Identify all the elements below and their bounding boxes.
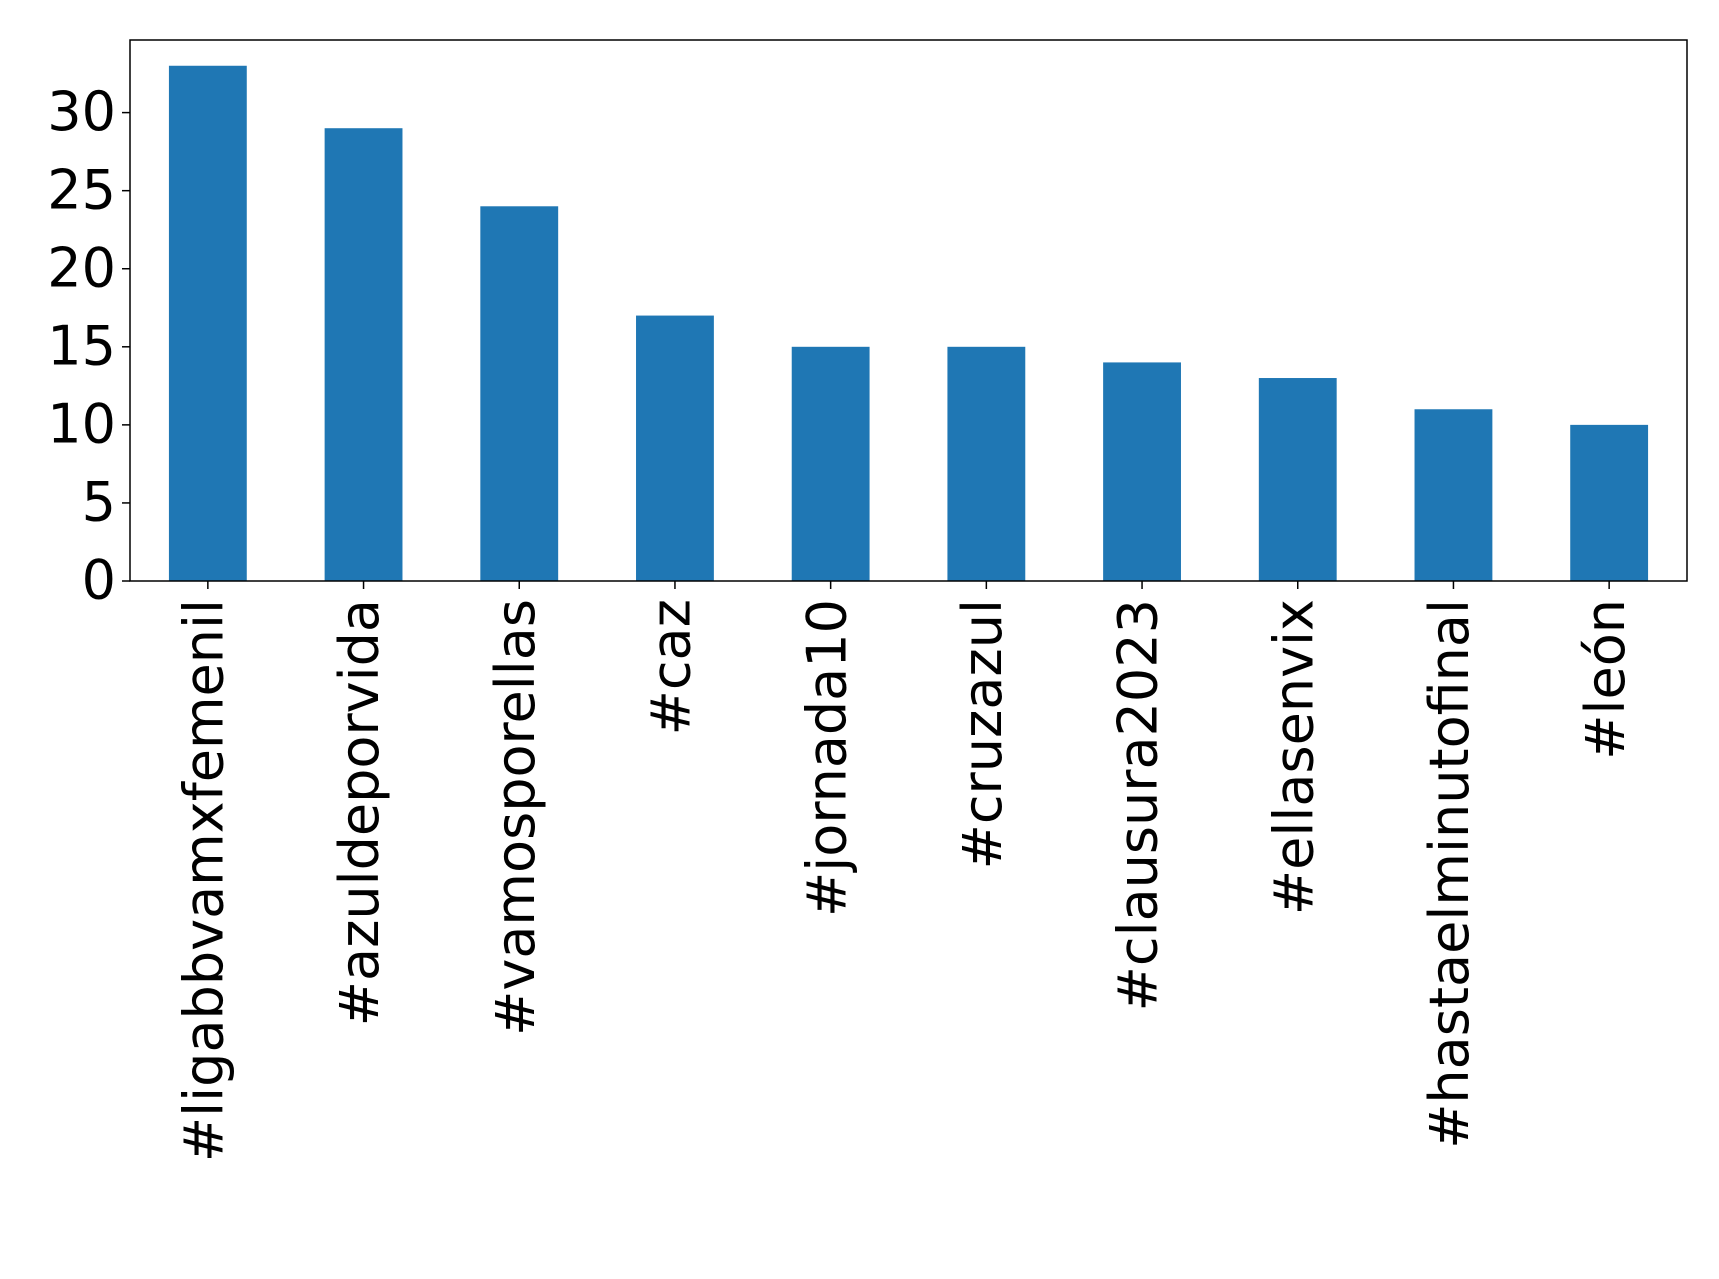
plot-frame <box>129 39 1688 582</box>
bar <box>636 315 714 581</box>
x-tick-label: #caz <box>640 599 703 735</box>
x-tick-label: #vamosporellas <box>484 599 547 1036</box>
x-tick-label: #cruzazul <box>951 599 1014 869</box>
bar <box>324 128 403 581</box>
y-tick-label: 25 <box>47 158 116 221</box>
y-tick-label: 5 <box>82 471 116 534</box>
x-tick-label: #azuldeporvida <box>328 599 391 1026</box>
y-tick-label: 10 <box>47 393 116 456</box>
x-tick-label: #hastaelminutofinal <box>1418 599 1481 1149</box>
bar <box>168 65 247 581</box>
y-tick-label: 15 <box>47 314 116 377</box>
bar <box>1103 362 1181 581</box>
x-tick-label: #león <box>1574 599 1637 760</box>
bar <box>947 346 1026 581</box>
bar <box>1414 409 1493 581</box>
bar <box>1570 424 1649 581</box>
y-tick-label: 20 <box>47 236 116 299</box>
x-tick-label: #clausura2023 <box>1107 599 1170 1011</box>
x-tick-label: #jornada10 <box>795 599 858 917</box>
bar <box>791 346 870 581</box>
y-tick-label: 30 <box>47 80 116 143</box>
x-tick-label: #ligabbvamxfemenil <box>172 599 235 1162</box>
bar <box>480 206 559 582</box>
bar <box>1258 378 1337 581</box>
x-tick-label: #ellasenvix <box>1262 599 1325 915</box>
y-tick-label: 0 <box>82 549 116 612</box>
